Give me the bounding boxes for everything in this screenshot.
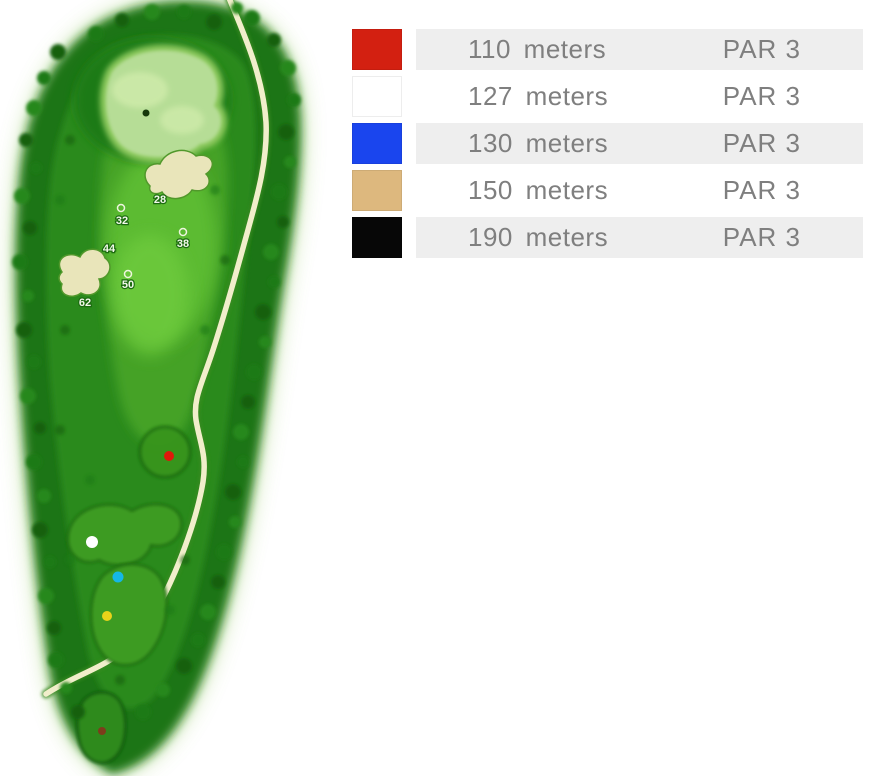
tree-canopies-left xyxy=(12,44,85,719)
distance-label: 150 meters xyxy=(468,175,609,205)
green-mottle xyxy=(160,106,204,134)
bunker-greenside xyxy=(144,149,214,200)
tee-marker-black xyxy=(98,727,106,735)
legend-row-bar: 130 meters PAR 3 xyxy=(416,123,863,164)
tee-marker-white xyxy=(86,536,98,548)
sprinkler-icon xyxy=(116,203,126,213)
tee-marker-yellow xyxy=(102,611,112,621)
tree-canopies-right xyxy=(135,10,301,720)
tree-canopies-top xyxy=(88,2,243,42)
bunker-left xyxy=(58,248,111,297)
legend-row-bar: 110 meters PAR 3 xyxy=(416,29,863,70)
par-label: PAR 3 xyxy=(722,222,801,252)
tee-color-swatch-blue xyxy=(352,123,402,164)
sprinkler-icon xyxy=(123,269,133,279)
tee-color-swatch-tan xyxy=(352,170,402,211)
par-label: PAR 3 xyxy=(722,128,801,158)
distance-label: 190 meters xyxy=(468,222,609,252)
legend-row-bar: 190 meters PAR 3 xyxy=(416,217,863,258)
legend-row-white: 127 meters PAR 3 xyxy=(352,76,863,117)
green-mottle xyxy=(112,72,168,108)
tee-marker-red xyxy=(164,451,174,461)
legend-row-bar: 150 meters PAR 3 xyxy=(416,170,863,211)
yardage-marker: 62 xyxy=(79,297,91,309)
yardage-marker: 38 xyxy=(177,238,189,250)
tee-marker-blue xyxy=(112,571,124,583)
tee-mound-red xyxy=(138,425,192,479)
tee-mound-lower xyxy=(90,563,168,666)
yardage-marker: 28 xyxy=(154,194,166,206)
tee-color-swatch-white xyxy=(352,76,402,117)
tee-legend: 110 meters PAR 3 127 meters PAR 3 130 me… xyxy=(352,29,863,264)
tee-mound-white xyxy=(67,503,183,566)
par-label: PAR 3 xyxy=(722,175,801,205)
hole-map-illustration: 28 32 38 44 50 62 xyxy=(12,0,301,774)
yardage-marker: 44 xyxy=(103,243,116,255)
yardage-marker: 32 xyxy=(116,215,128,227)
legend-row-black: 190 meters PAR 3 xyxy=(352,217,863,258)
rough-texture xyxy=(55,135,230,685)
flag-hole-dot xyxy=(142,109,150,117)
par-label: PAR 3 xyxy=(722,34,801,64)
par-label: PAR 3 xyxy=(722,81,801,111)
legend-row-blue: 130 meters PAR 3 xyxy=(352,123,863,164)
legend-row-red: 110 meters PAR 3 xyxy=(352,29,863,70)
hole-map: 28 32 38 44 50 62 xyxy=(0,0,340,776)
tee-color-swatch-black xyxy=(352,217,402,258)
sprinkler-icon xyxy=(178,227,188,237)
yardage-marker: 50 xyxy=(122,279,134,291)
distance-label: 127 meters xyxy=(468,81,609,111)
distance-label: 110 meters xyxy=(468,34,607,64)
fairway-highlight-bright xyxy=(112,235,188,355)
distance-label: 130 meters xyxy=(468,128,609,158)
legend-row-bar: 127 meters PAR 3 xyxy=(416,76,863,117)
tee-color-swatch-red xyxy=(352,29,402,70)
legend-row-tan: 150 meters PAR 3 xyxy=(352,170,863,211)
